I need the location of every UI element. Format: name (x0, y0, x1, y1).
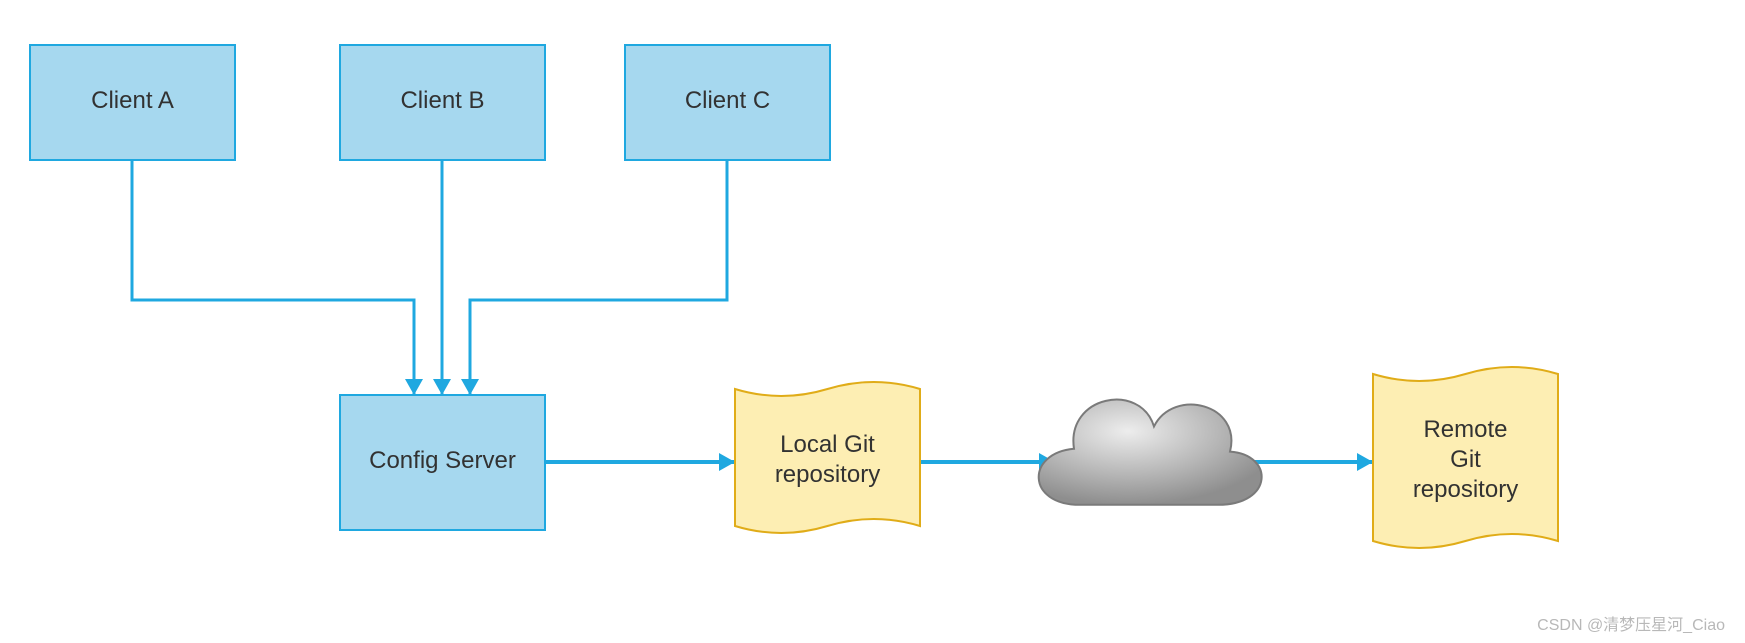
node-remote-git: RemoteGitrepository (1373, 367, 1558, 548)
node-config-server: Config Server (340, 395, 545, 530)
edge-e-c-cs (461, 160, 727, 395)
node-label-config-server: Config Server (369, 447, 516, 474)
watermark-text: CSDN @清梦压星河_Ciao (1537, 611, 1725, 635)
edge-e-lg-cl (920, 453, 1055, 471)
nodes: Client A Client B Client C Config Server Loc… (30, 45, 1558, 548)
node-client-b: Client B (340, 45, 545, 160)
architecture-diagram: Client A Client B Client C Config Server Loc… (0, 0, 1745, 643)
edge-e-cl-rg (1250, 453, 1373, 471)
node-client-c: Client C (625, 45, 830, 160)
edge-e-cs-lg (545, 453, 735, 471)
node-label-client-a: Client A (91, 87, 174, 114)
node-client-a: Client A (30, 45, 235, 160)
node-local-git: Local Gitrepository (735, 382, 920, 533)
edge-e-b-cs (433, 160, 451, 395)
node-label-client-b: Client B (400, 87, 484, 114)
node-label-client-c: Client C (685, 87, 770, 114)
edge-e-a-cs (132, 160, 423, 395)
node-cloud (1039, 400, 1262, 505)
